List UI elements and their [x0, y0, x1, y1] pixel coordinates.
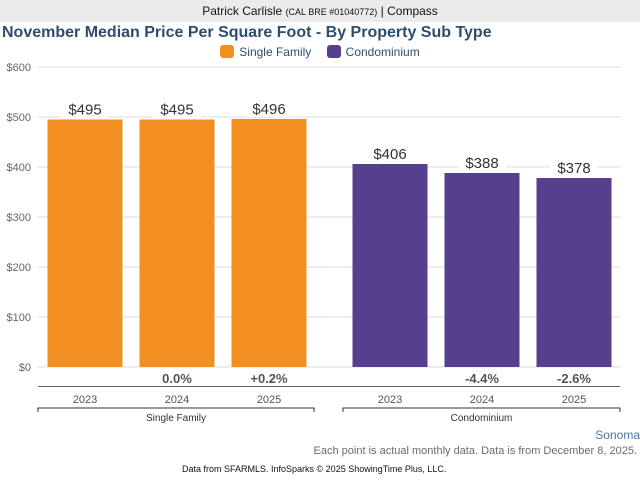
legend-swatch-single-family [220, 45, 235, 58]
group-label: Single Family [146, 413, 206, 424]
bar [536, 178, 612, 367]
y-tick-label: $600 [7, 62, 31, 74]
x-tick-label: 2025 [562, 394, 586, 406]
legend-item-single-family[interactable]: Single Family [220, 45, 311, 59]
value-label-bg [458, 154, 506, 171]
group-bracket [37, 407, 315, 412]
group-bracket [342, 407, 621, 412]
bar [139, 119, 215, 367]
value-label: $388 [465, 155, 498, 172]
value-label: $406 [373, 146, 406, 163]
chart-legend: Single Family Condominium [0, 45, 640, 59]
agent-header: Patrick Carlisle (CAL BRE #01040772) | C… [0, 0, 640, 22]
y-tick-label: $200 [7, 262, 31, 274]
y-tick-label: $300 [7, 212, 31, 224]
license-number: (CAL BRE #01040772) [285, 7, 378, 17]
x-tick-label: 2023 [378, 394, 402, 406]
data-credit: Data from SFARMLS. InfoSparks © 2025 Sho… [182, 464, 447, 474]
group-label: Condominium [451, 413, 513, 424]
bar [352, 164, 428, 367]
value-label: $378 [557, 160, 590, 177]
value-label-bg [550, 159, 598, 176]
legend-item-condominium[interactable]: Condominium [326, 45, 420, 59]
value-label: $495 [160, 102, 193, 119]
value-label: $496 [252, 101, 285, 118]
x-tick-label: 2023 [73, 394, 97, 406]
bar [231, 119, 307, 367]
bar [444, 173, 520, 367]
x-tick-label: 2024 [470, 394, 494, 406]
value-label-bg [61, 100, 109, 118]
x-tick-label: 2025 [257, 394, 281, 406]
legend-label-single-family: Single Family [239, 45, 312, 59]
change-label: +0.2% [250, 371, 288, 386]
y-tick-label: $500 [7, 112, 31, 124]
brokerage-name: Compass [387, 4, 438, 18]
bar [47, 119, 123, 367]
chart-title: November Median Price Per Square Foot - … [2, 24, 492, 41]
change-label: -2.6% [557, 371, 591, 386]
y-tick-label: $0 [19, 362, 31, 374]
value-label-bg [245, 100, 293, 117]
agent-name: Patrick Carlisle [202, 4, 283, 18]
change-label: -4.4% [465, 371, 499, 386]
y-tick-label: $400 [7, 162, 31, 174]
y-tick-label: $100 [7, 312, 31, 324]
legend-swatch-condominium [326, 45, 341, 58]
x-tick-label: 2024 [165, 394, 189, 406]
value-label: $495 [68, 102, 101, 119]
value-label-bg [366, 145, 414, 162]
header-separator: | [380, 4, 384, 18]
data-note: Each point is actual monthly data. Data … [313, 445, 637, 457]
region-label: Sonoma [595, 428, 640, 442]
change-label: 0.0% [162, 371, 192, 386]
legend-label-condominium: Condominium [345, 45, 420, 59]
value-label-bg [153, 100, 201, 118]
